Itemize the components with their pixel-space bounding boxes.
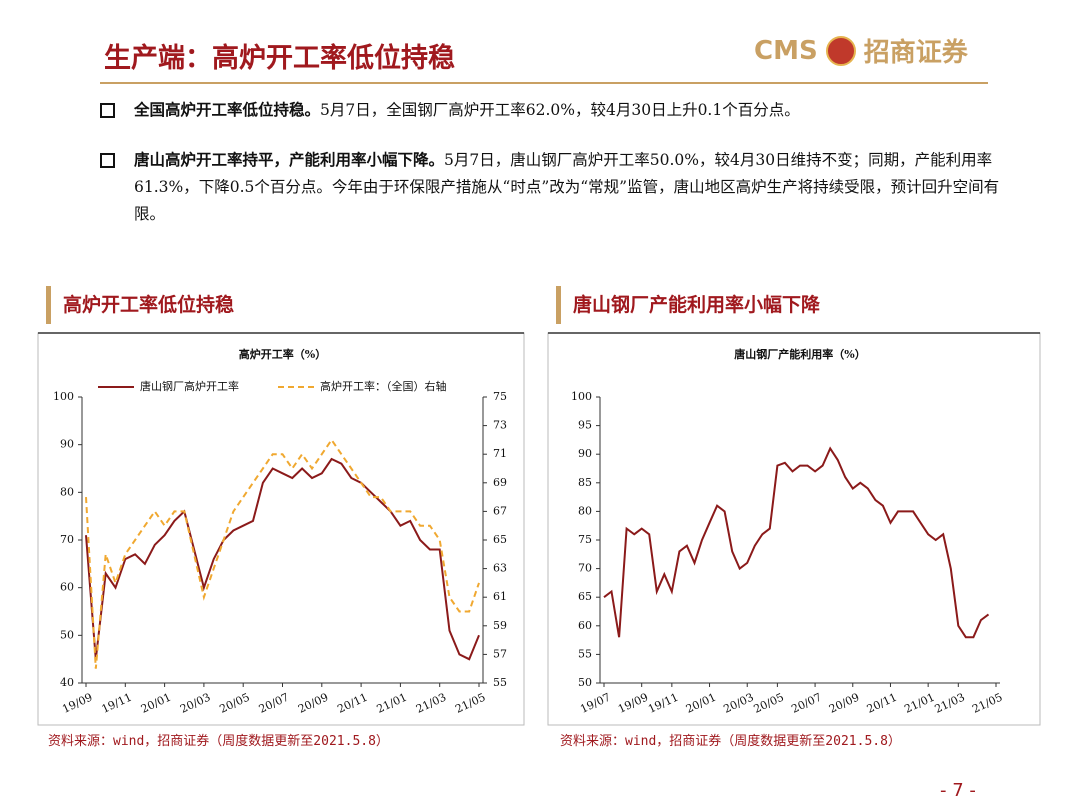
x-tick-label: 21/01	[902, 691, 936, 716]
x-tick-label: 20/07	[789, 691, 823, 716]
source-note: 资料来源：wind，招商证券（周度数据更新至2021.5.8）	[560, 734, 901, 749]
y2-tick-label: 59	[493, 619, 507, 632]
logo-text: CMS	[754, 35, 818, 66]
bullet-box	[100, 153, 115, 168]
data-line	[85, 438, 480, 669]
y-tick-label: 55	[578, 647, 592, 660]
logo-name: 招商证券	[863, 38, 968, 68]
bullet-lead: 全国高炉开工率低位持稳。	[134, 100, 321, 119]
x-tick-label: 21/03	[933, 691, 967, 716]
y-tick-label: 90	[578, 447, 592, 460]
chart-frame	[37, 332, 525, 726]
y-tick-label: 80	[578, 504, 592, 517]
y-tick-label: 50	[60, 628, 74, 641]
y2-tick-label: 73	[493, 419, 507, 432]
x-tick-label: 20/03	[722, 691, 756, 716]
x-tick-label: 19/09	[616, 691, 650, 716]
y-tick-label: 95	[578, 419, 592, 432]
x-tick-label: 20/05	[218, 691, 252, 716]
header-rule	[100, 82, 988, 84]
slide-title: 生产端：高炉开工率低位持稳	[104, 43, 455, 74]
y-tick-label: 75	[578, 533, 592, 546]
y2-tick-label: 61	[493, 590, 507, 603]
y-tick-label: 100	[571, 390, 592, 403]
chart-title: 高炉开工率（%）	[239, 347, 326, 361]
y-tick-label: 60	[578, 619, 592, 632]
x-tick-label: 21/05	[453, 691, 487, 716]
x-tick-label: 20/05	[752, 691, 786, 716]
chart-title: 唐山钢厂产能利用率（%）	[734, 347, 865, 361]
bullet-text: 5月7日，全国钢厂高炉开工率62.0%，较4月30日上升0.1个百分点。	[320, 101, 800, 119]
bullet-box	[100, 103, 115, 118]
y2-tick-label: 65	[493, 533, 507, 546]
page-number: - 7 -	[940, 780, 976, 801]
y2-tick-label: 63	[493, 562, 507, 575]
source-note: 资料来源：wind，招商证券（周度数据更新至2021.5.8）	[48, 734, 389, 749]
y2-tick-label: 75	[493, 390, 507, 403]
y-tick-label: 70	[578, 562, 592, 575]
logo: CMS 招商证券	[754, 32, 968, 69]
panel-heading: 高炉开工率低位持稳	[46, 286, 234, 324]
x-tick-label: 19/11	[646, 691, 680, 716]
y-tick-label: 80	[60, 485, 74, 498]
y-tick-label: 90	[60, 438, 74, 451]
x-tick-label: 20/03	[178, 691, 212, 716]
y-tick-label: 60	[60, 581, 74, 594]
data-line	[85, 457, 480, 661]
x-tick-label: 20/09	[296, 691, 330, 716]
y-tick-label: 40	[60, 676, 74, 689]
y2-tick-label: 55	[493, 676, 507, 689]
y-tick-label: 50	[578, 676, 592, 689]
y2-tick-label: 69	[493, 476, 507, 489]
y-tick-label: 100	[53, 390, 74, 403]
chart-frame	[547, 332, 1041, 726]
y2-tick-label: 67	[493, 504, 507, 517]
x-tick-label: 20/09	[827, 691, 861, 716]
x-tick-label: 21/01	[375, 691, 409, 716]
x-tick-label: 20/01	[139, 691, 173, 716]
y-tick-label: 85	[578, 476, 592, 489]
y2-tick-label: 71	[493, 447, 507, 460]
x-tick-label: 20/11	[335, 691, 369, 716]
y-tick-label: 65	[578, 590, 592, 603]
y-tick-label: 70	[60, 533, 74, 546]
bullet-text: 5月7日，唐山钢厂高炉开工率50.0%，较4月30日维持不变；同期，产能利用率6…	[134, 151, 1000, 223]
panel-heading: 唐山钢厂产能利用率小幅下降	[556, 286, 820, 324]
x-tick-label: 21/03	[414, 691, 448, 716]
x-tick-label: 20/11	[865, 691, 899, 716]
x-tick-label: 19/09	[60, 691, 94, 716]
x-tick-label: 19/07	[578, 691, 612, 716]
x-tick-label: 20/01	[684, 691, 718, 716]
bullet: 全国高炉开工率低位持稳。5月7日，全国钢厂高炉开工率62.0%，较4月30日上升…	[100, 96, 1000, 124]
legend-label: 高炉开工率：（全国）右轴	[320, 379, 447, 393]
bullet: 唐山高炉开工率持平，产能利用率小幅下降。5月7日，唐山钢厂高炉开工率50.0%，…	[100, 146, 1000, 228]
x-tick-label: 19/11	[100, 691, 134, 716]
x-tick-label: 20/07	[257, 691, 291, 716]
x-tick-label: 21/05	[970, 691, 1004, 716]
data-line	[603, 446, 990, 639]
logo-icon	[825, 35, 856, 66]
bullet-lead: 唐山高炉开工率持平，产能利用率小幅下降。	[134, 150, 445, 169]
y2-tick-label: 57	[493, 647, 507, 660]
legend-label: 唐山钢厂高炉开工率	[140, 379, 239, 393]
